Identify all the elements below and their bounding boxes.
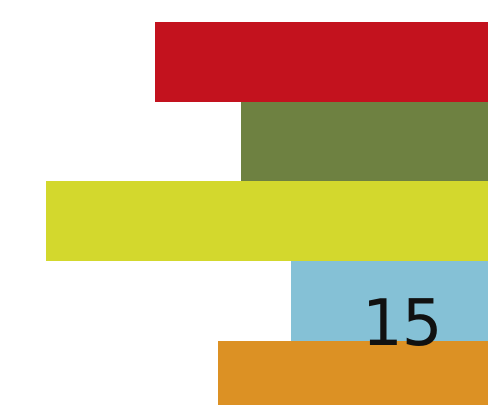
decorative-olive-bar [241,102,488,181]
decorative-orange-bar [218,341,488,405]
decorative-red-bar [155,22,488,102]
page-number: 15 [362,287,442,361]
decorative-blue-bar [291,261,488,341]
decorative-lime-bar [46,181,488,261]
